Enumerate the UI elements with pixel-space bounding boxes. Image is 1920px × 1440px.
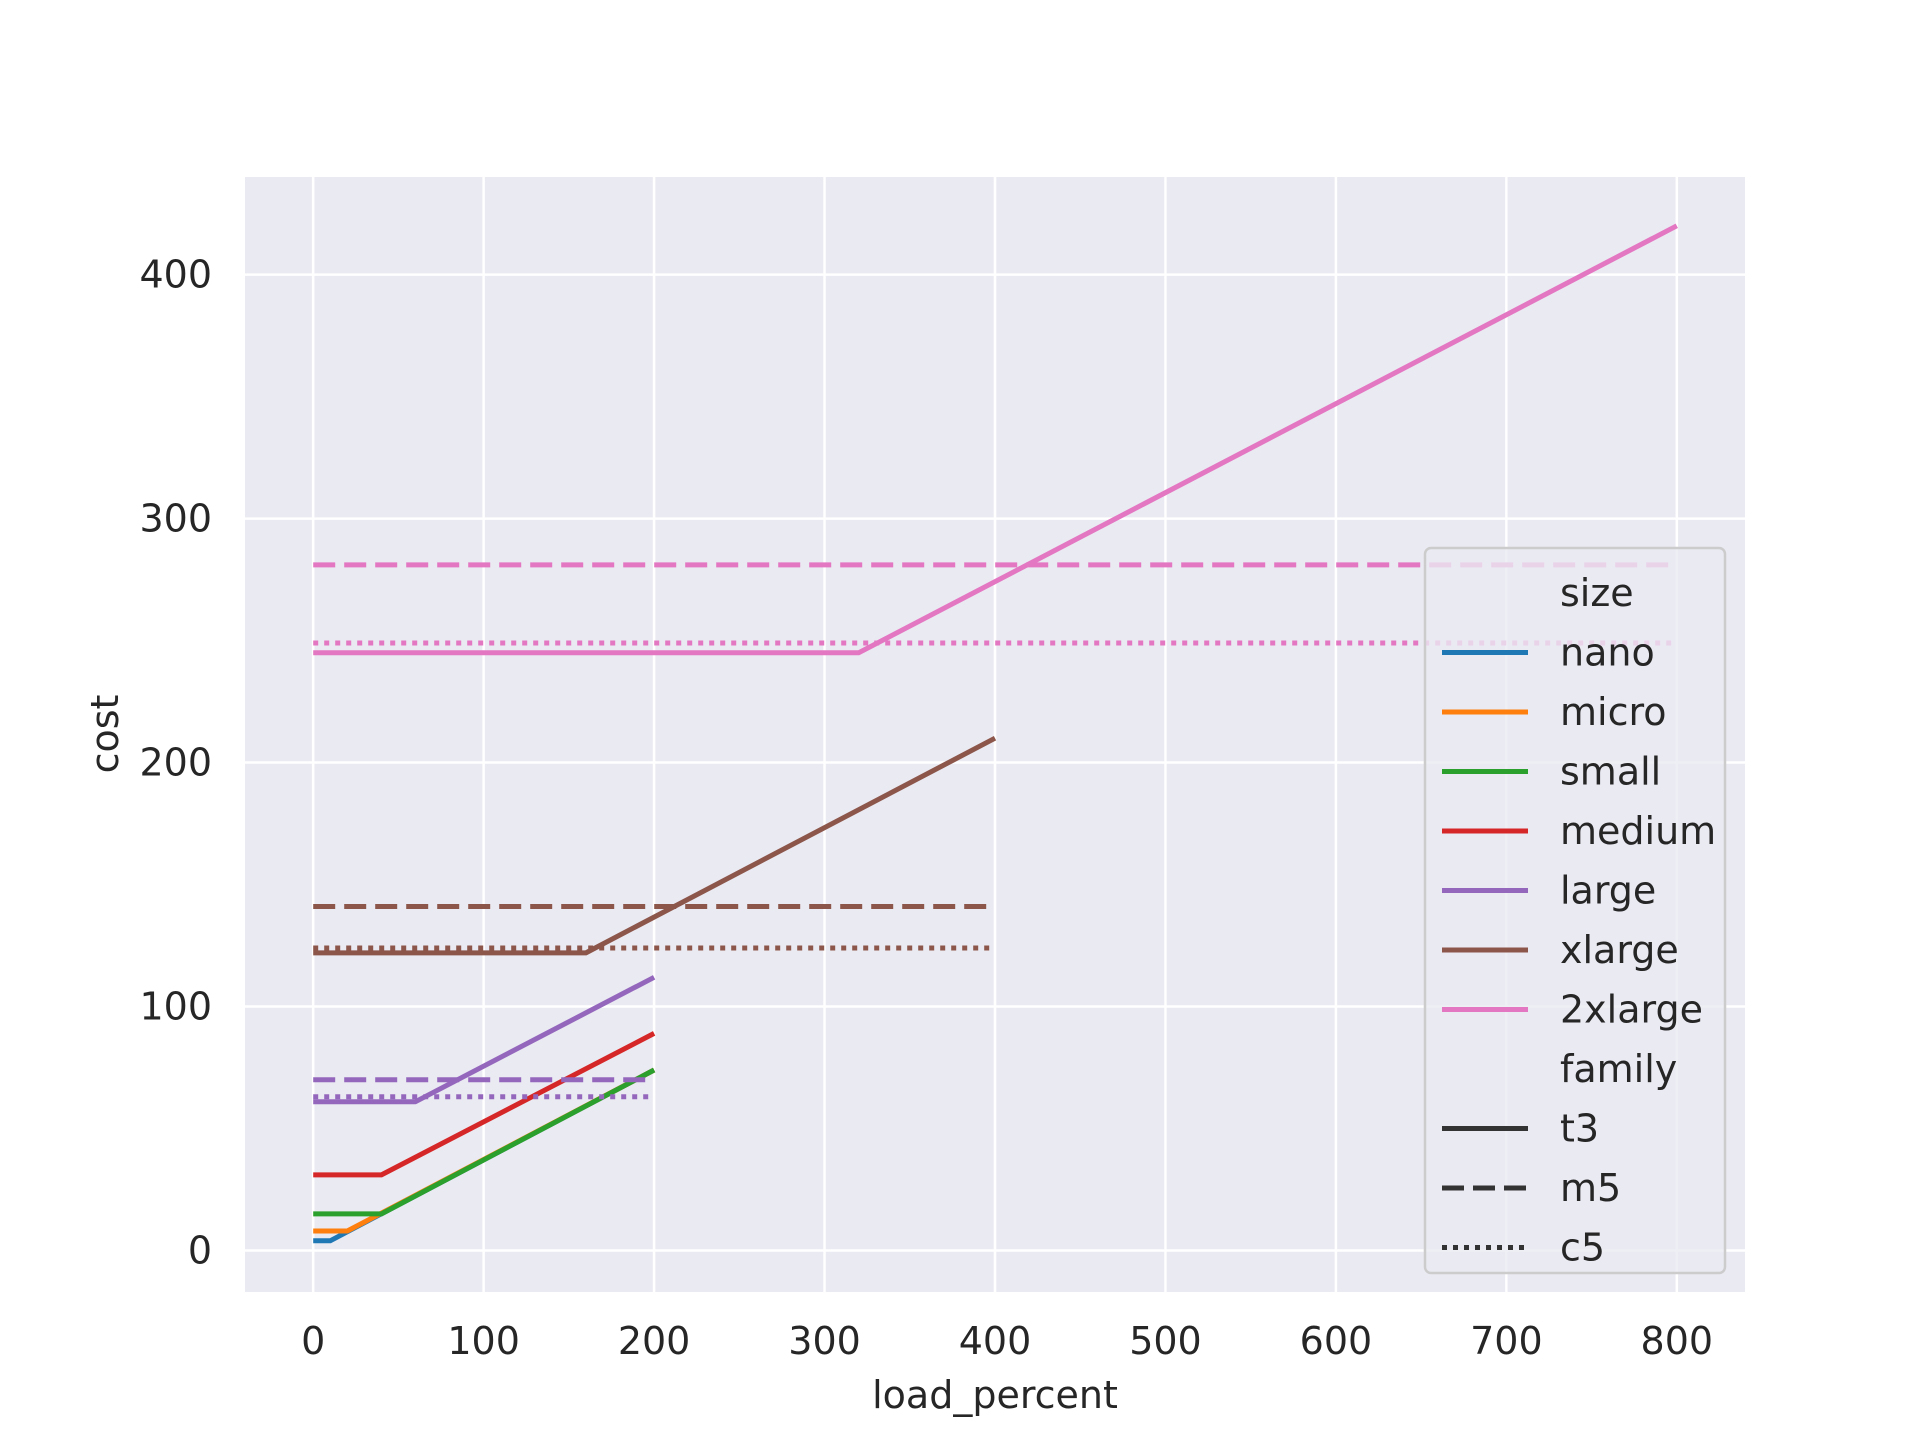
x-tick-label: 600	[1300, 1319, 1373, 1363]
x-tick-label: 700	[1470, 1319, 1543, 1363]
y-tick-label: 400	[139, 253, 212, 297]
y-tick-label: 0	[188, 1229, 212, 1273]
legend-title: family	[1560, 1047, 1677, 1091]
y-axis-label: cost	[83, 695, 127, 774]
x-tick-label: 400	[959, 1319, 1032, 1363]
legend-title: size	[1560, 571, 1634, 615]
legend-label: nano	[1560, 631, 1655, 675]
legend-label: small	[1560, 750, 1661, 794]
legend-frame	[1423, 546, 1727, 1275]
legend-label: large	[1560, 869, 1656, 913]
x-tick-labels: 0 100 200 300 400 500 600 700 800	[301, 1319, 1713, 1363]
x-tick-label: 300	[788, 1319, 861, 1363]
y-tick-label: 100	[139, 985, 212, 1029]
y-tick-label: 200	[139, 741, 212, 785]
legend-label: xlarge	[1560, 928, 1679, 972]
legend-label: medium	[1560, 809, 1716, 853]
y-tick-labels: 0 100 200 300 400	[139, 253, 212, 1273]
series-line-2xlarge-t3	[313, 223, 1678, 656]
legend-label: t3	[1560, 1107, 1599, 1151]
x-axis-label: load_percent	[872, 1373, 1118, 1417]
legend-label: 2xlarge	[1560, 988, 1703, 1032]
x-tick-label: 100	[447, 1319, 520, 1363]
y-tick-label: 300	[139, 497, 212, 541]
x-tick-label: 0	[301, 1319, 325, 1363]
series-line-xlarge-t3	[313, 735, 997, 956]
series-line-small-t3	[313, 1067, 656, 1217]
x-tick-label: 500	[1129, 1319, 1202, 1363]
x-tick-label: 200	[618, 1319, 691, 1363]
legend-label: c5	[1560, 1226, 1605, 1270]
legend: size nano micro small medium large xlarge 2xlar…	[1423, 546, 1727, 1275]
legend-label: m5	[1560, 1166, 1621, 1210]
legend-label: micro	[1560, 690, 1667, 734]
series-line-large-t3	[313, 975, 656, 1105]
x-tick-label: 800	[1641, 1319, 1714, 1363]
